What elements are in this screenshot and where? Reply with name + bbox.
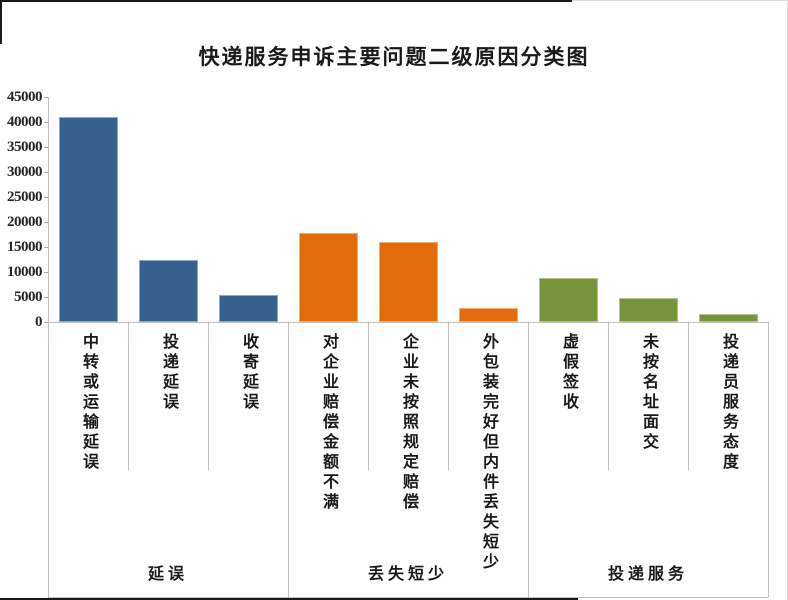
y-axis-tick — [44, 222, 48, 223]
category-divider — [608, 322, 609, 470]
category-label: 未按名址面交 — [640, 333, 657, 453]
category-divider — [688, 322, 689, 470]
window-edge-top-light — [572, 0, 788, 1]
category-label: 投递延误 — [160, 333, 177, 413]
group-divider — [528, 322, 529, 597]
y-axis-tick-label: 0 — [35, 314, 43, 330]
bar-投递员服务态度 — [698, 314, 758, 322]
y-axis-tick — [44, 122, 48, 123]
y-axis-tick — [44, 97, 48, 98]
group-label: 丢失短少 — [367, 566, 448, 583]
y-axis-tick-label: 25000 — [7, 189, 43, 205]
bar-中转或运输延误 — [58, 117, 118, 322]
y-axis-tick-label: 35000 — [7, 139, 43, 155]
category-divider — [128, 322, 129, 470]
category-label: 收寄延误 — [240, 333, 257, 413]
category-label: 投递员服务态度 — [720, 333, 737, 473]
category-label: 对企业赔偿金额不满 — [320, 333, 337, 513]
window-edge-top — [0, 0, 572, 2]
bar-企业未按照规定赔偿 — [378, 242, 438, 322]
category-divider — [208, 322, 209, 470]
category-label: 虚假签收 — [560, 333, 577, 413]
bar-收寄延误 — [218, 295, 278, 322]
y-axis-tick-label: 15000 — [7, 239, 43, 255]
group-divider — [48, 322, 49, 597]
y-axis-tick-label: 30000 — [7, 164, 43, 180]
y-axis-tick — [44, 272, 48, 273]
y-axis-tick — [44, 197, 48, 198]
y-axis-tick — [44, 247, 48, 248]
group-divider — [288, 322, 289, 597]
y-axis-tick — [44, 147, 48, 148]
category-label: 外包装完好但内件丢失短少 — [480, 333, 497, 573]
bar-对企业赔偿金额不满 — [298, 233, 358, 322]
category-area-bottom-line — [48, 597, 768, 598]
bar-未按名址面交 — [618, 298, 678, 322]
x-axis-line — [48, 322, 768, 323]
window-edge-left — [0, 0, 2, 44]
window-edge-bottom — [0, 598, 578, 600]
y-axis-tick-label: 20000 — [7, 214, 43, 230]
y-axis-tick — [44, 172, 48, 173]
bar-外包装完好但内件丢失短少 — [458, 308, 518, 322]
y-axis-line — [48, 97, 49, 323]
category-divider — [368, 322, 369, 470]
y-axis-tick-label: 40000 — [7, 114, 43, 130]
group-label: 延误 — [147, 566, 188, 583]
bar-虚假签收 — [538, 278, 598, 322]
y-axis-tick-label: 5000 — [14, 289, 43, 305]
category-label: 企业未按照规定赔偿 — [400, 333, 417, 513]
category-label: 中转或运输延误 — [80, 333, 97, 473]
group-divider — [768, 322, 769, 597]
y-axis-tick-label: 45000 — [7, 89, 43, 105]
group-label: 投递服务 — [607, 566, 688, 583]
category-divider — [448, 322, 449, 470]
chart-title: 快递服务申诉主要问题二级原因分类图 — [198, 45, 590, 69]
y-axis-tick-label: 10000 — [7, 264, 43, 280]
y-axis-tick — [44, 297, 48, 298]
bar-投递延误 — [138, 260, 198, 322]
y-axis-tick — [44, 322, 48, 323]
